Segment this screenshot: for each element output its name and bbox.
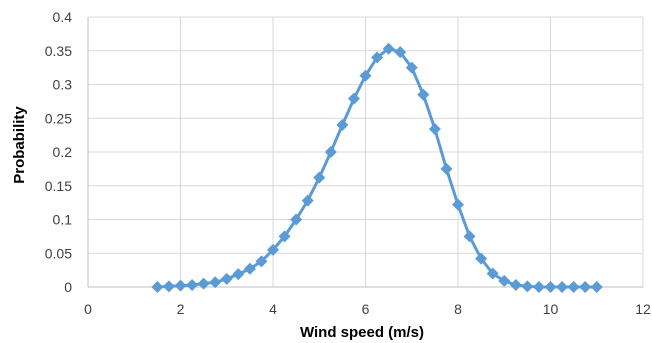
y-tick-label: 0.4 [53,9,73,25]
gridlines [87,16,644,288]
data-point-marker [532,281,545,293]
data-point-marker [440,162,453,175]
x-tick-label: 8 [454,301,462,317]
data-point-marker [567,281,580,293]
data-point-marker [544,281,557,293]
data-point-marker [486,267,499,280]
x-tick-label: 10 [543,301,559,317]
y-tick-label: 0.25 [45,110,72,126]
data-point-marker [336,119,349,131]
series-layer [151,42,603,293]
data-point-marker [394,46,407,59]
data-point-marker [428,123,441,136]
data-point-marker [498,274,511,287]
y-tick-label: 0.15 [45,178,72,194]
y-tick-label: 0.05 [45,245,72,261]
data-point-marker [359,69,372,82]
data-point-marker [590,281,603,293]
y-axis-title: Probability [11,106,28,184]
x-tick-label: 6 [362,301,370,317]
tick-labels: 0 0.05 0.1 0.15 0.2 0.25 0.3 0.35 0.4 0 2 4 6 8 10 12 [45,9,651,317]
data-point-marker [509,278,522,291]
x-tick-label: 0 [84,301,92,317]
data-point-marker [186,278,199,291]
x-tick-label: 2 [177,301,185,317]
data-point-marker [232,268,245,281]
data-point-marker [209,276,222,289]
data-point-marker [521,280,534,293]
data-point-marker [267,243,279,256]
data-point-marker [301,194,314,207]
y-tick-label: 0.3 [53,77,73,93]
x-axis-title: Wind speed (m/s) [300,324,424,341]
x-tick-label: 12 [635,301,651,317]
data-point-marker [382,42,395,55]
data-point-marker [371,51,384,64]
data-point-marker [556,281,569,293]
data-point-marker [278,230,291,243]
x-tick-label: 4 [269,301,277,317]
data-point-marker [452,198,464,211]
data-point-marker [290,213,303,226]
y-tick-label: 0.1 [53,212,73,228]
data-point-marker [243,262,256,275]
y-tick-label: 0 [64,279,72,295]
data-point-marker [151,281,164,293]
data-point-marker [313,171,326,184]
data-point-marker [417,88,430,101]
data-point-marker [324,146,337,158]
data-point-marker [220,272,233,285]
y-tick-label: 0.2 [53,144,73,160]
data-point-marker [463,230,476,243]
data-point-marker [579,281,592,293]
data-point-marker [162,280,175,293]
data-point-marker [197,277,210,290]
data-point-marker [347,92,360,105]
y-tick-label: 0.35 [45,43,72,59]
data-point-marker [475,252,488,265]
data-point-marker [255,255,268,268]
data-point-marker [405,61,418,74]
data-point-marker [174,279,187,292]
